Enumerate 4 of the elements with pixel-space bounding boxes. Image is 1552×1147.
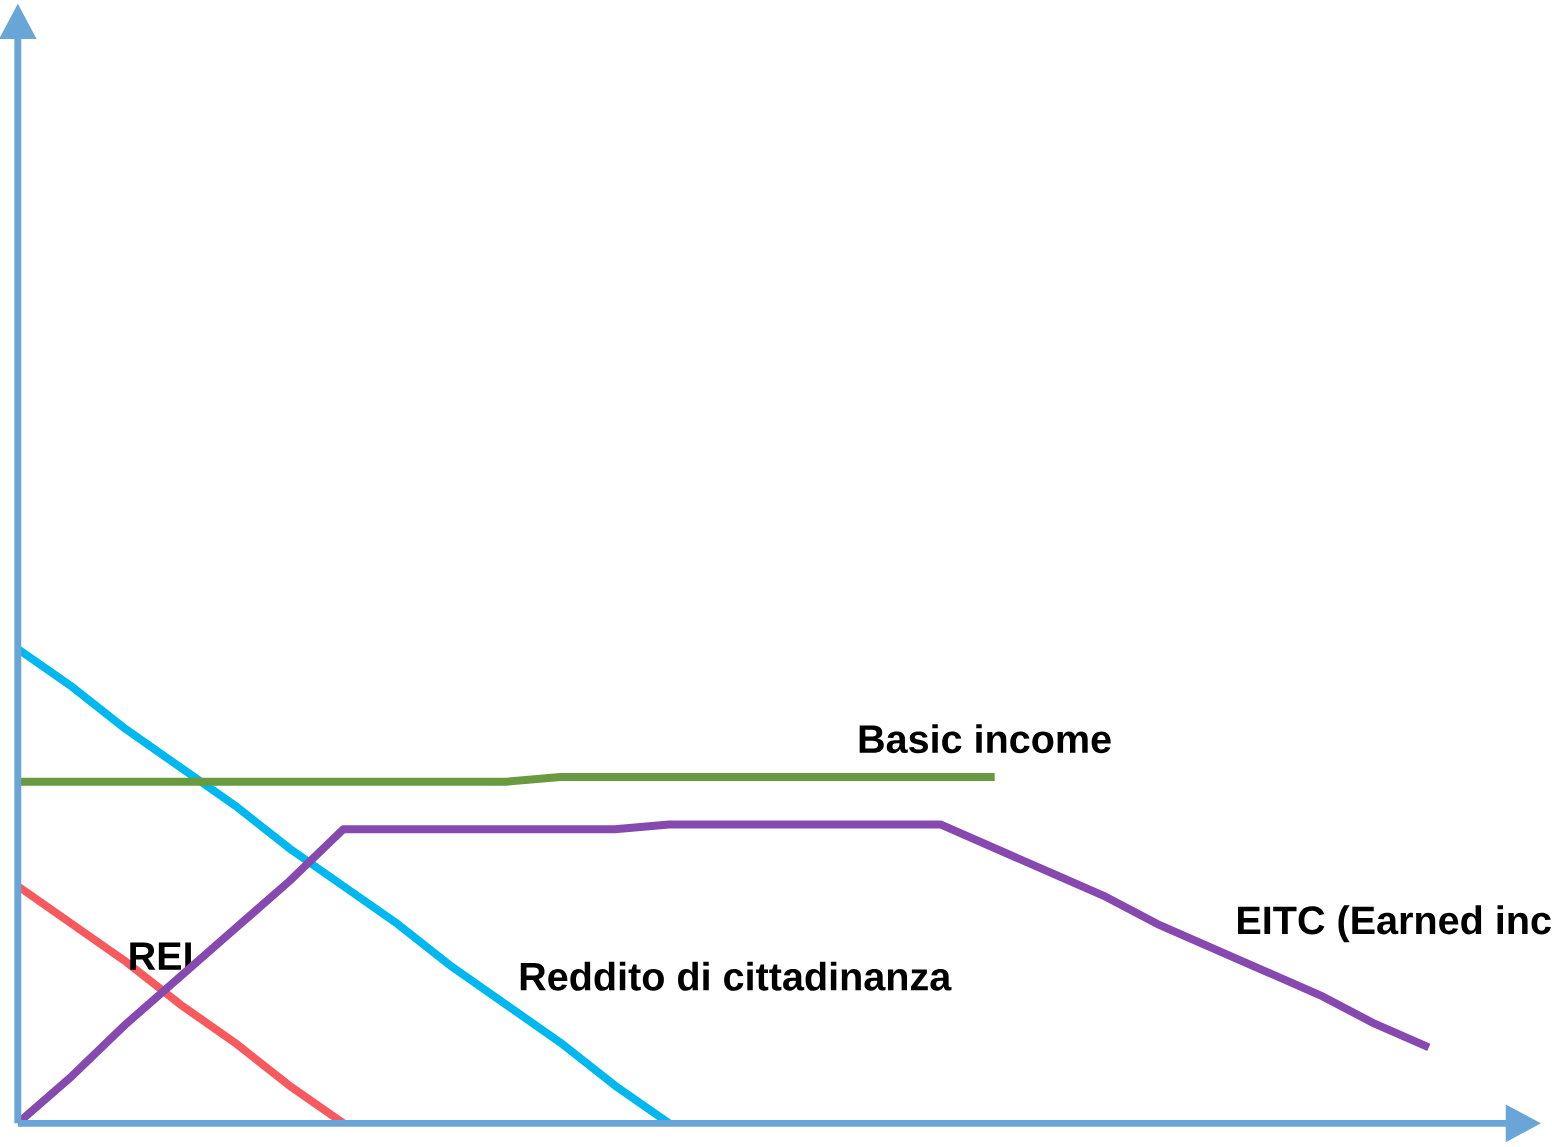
series-label: Basic income [859,724,1111,754]
series-label: EITC (Earned inc [1238,905,1551,943]
series-label: REI [130,942,191,970]
series-label: Reddito di cittadinanza [520,961,952,991]
